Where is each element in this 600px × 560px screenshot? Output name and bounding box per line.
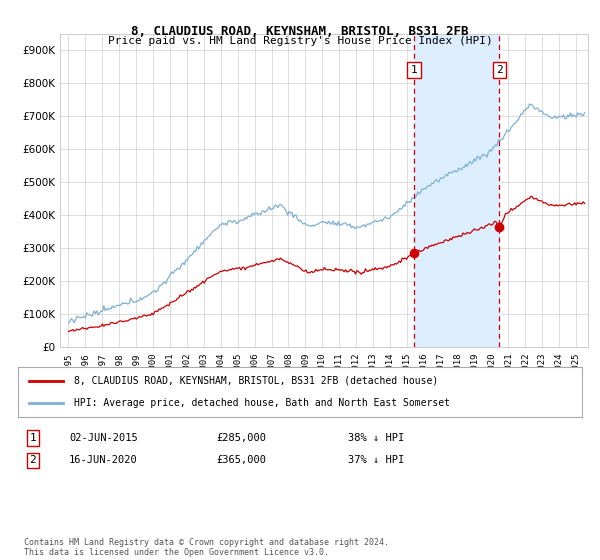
Text: 37% ↓ HPI: 37% ↓ HPI <box>348 455 404 465</box>
Text: 16-JUN-2020: 16-JUN-2020 <box>69 455 138 465</box>
Text: 1: 1 <box>410 65 418 75</box>
Text: 8, CLAUDIUS ROAD, KEYNSHAM, BRISTOL, BS31 2FB: 8, CLAUDIUS ROAD, KEYNSHAM, BRISTOL, BS3… <box>131 25 469 38</box>
Text: £285,000: £285,000 <box>216 433 266 443</box>
Text: 2: 2 <box>29 455 37 465</box>
Text: £365,000: £365,000 <box>216 455 266 465</box>
Text: HPI: Average price, detached house, Bath and North East Somerset: HPI: Average price, detached house, Bath… <box>74 398 451 408</box>
Text: 38% ↓ HPI: 38% ↓ HPI <box>348 433 404 443</box>
Text: Contains HM Land Registry data © Crown copyright and database right 2024.
This d: Contains HM Land Registry data © Crown c… <box>24 538 389 557</box>
Text: Price paid vs. HM Land Registry's House Price Index (HPI): Price paid vs. HM Land Registry's House … <box>107 36 493 46</box>
Text: 8, CLAUDIUS ROAD, KEYNSHAM, BRISTOL, BS31 2FB (detached house): 8, CLAUDIUS ROAD, KEYNSHAM, BRISTOL, BS3… <box>74 376 439 386</box>
Text: 2: 2 <box>496 65 503 75</box>
Text: 02-JUN-2015: 02-JUN-2015 <box>69 433 138 443</box>
Text: 1: 1 <box>29 433 37 443</box>
Bar <box>414 34 499 347</box>
